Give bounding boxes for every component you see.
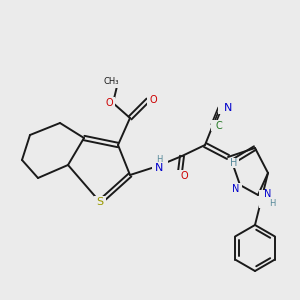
FancyBboxPatch shape [100, 76, 122, 88]
FancyBboxPatch shape [103, 97, 115, 109]
FancyBboxPatch shape [229, 158, 239, 168]
Text: O: O [105, 98, 113, 108]
Text: H: H [230, 158, 238, 168]
FancyBboxPatch shape [177, 170, 189, 182]
FancyBboxPatch shape [152, 156, 168, 174]
FancyBboxPatch shape [230, 183, 242, 195]
Text: N: N [155, 163, 163, 173]
Text: O: O [180, 171, 188, 181]
Text: N: N [224, 103, 232, 113]
Text: O: O [149, 95, 157, 105]
FancyBboxPatch shape [94, 196, 106, 208]
FancyBboxPatch shape [147, 94, 159, 106]
Text: CH₃: CH₃ [103, 77, 119, 86]
Text: C: C [216, 121, 223, 131]
Text: N: N [232, 184, 240, 194]
Text: N: N [264, 189, 272, 199]
FancyBboxPatch shape [259, 190, 277, 208]
FancyBboxPatch shape [218, 102, 230, 114]
FancyBboxPatch shape [211, 120, 221, 131]
Text: H: H [156, 154, 162, 164]
Text: H: H [269, 199, 275, 208]
Text: S: S [96, 197, 103, 207]
